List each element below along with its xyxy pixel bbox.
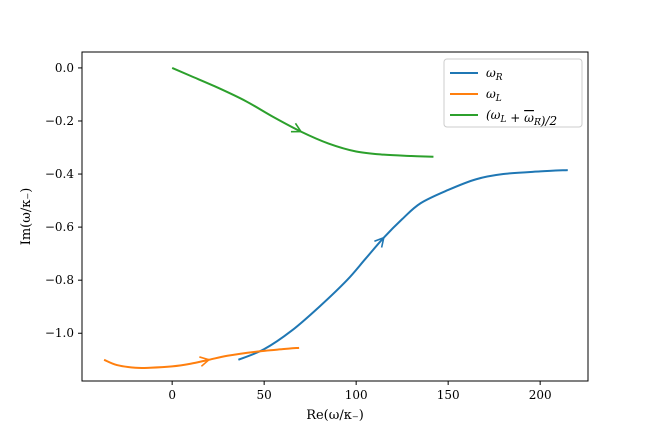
y-axis-ticks: 0.0 −0.2 −0.4 −0.6 −0.8 −1.0 <box>45 61 82 340</box>
x-tick-label: 150 <box>437 388 460 402</box>
series-line-0 <box>238 169 568 361</box>
direction-arrow-0 <box>374 236 385 248</box>
x-axis-label: Re(ω/κ₋) <box>306 408 364 423</box>
series-line-2 <box>171 67 434 158</box>
y-axis-label: Im(ω/κ₋) <box>19 188 34 246</box>
legend-label: ωR <box>486 66 503 83</box>
y-tick-label: −0.8 <box>45 273 74 287</box>
direction-arrow-2 <box>290 122 303 133</box>
x-tick-label: 50 <box>257 388 272 402</box>
x-tick-label: 100 <box>345 388 368 402</box>
y-tick-label: −0.4 <box>45 167 75 181</box>
y-tick-label: −1.0 <box>45 326 74 340</box>
y-tick-label: −0.2 <box>45 114 74 128</box>
axes-frame <box>81 51 589 382</box>
direction-arrow-1 <box>199 356 211 367</box>
x-axis-ticks: 0 50 100 150 200 <box>168 381 552 402</box>
plot-area-group <box>103 67 568 369</box>
legend-box <box>443 58 583 128</box>
x-tick-label: 200 <box>529 388 552 402</box>
y-tick-label: 0.0 <box>55 61 74 75</box>
y-tick-label: −0.6 <box>45 220 74 234</box>
x-tick-label: 0 <box>168 388 176 402</box>
series-line-1 <box>103 346 300 369</box>
legend-label: ωL <box>486 87 502 104</box>
legend-label: (ωL + ωR)/2 <box>486 108 557 128</box>
legend: ωR ωL (ωL + ωR)/2 <box>443 58 583 128</box>
